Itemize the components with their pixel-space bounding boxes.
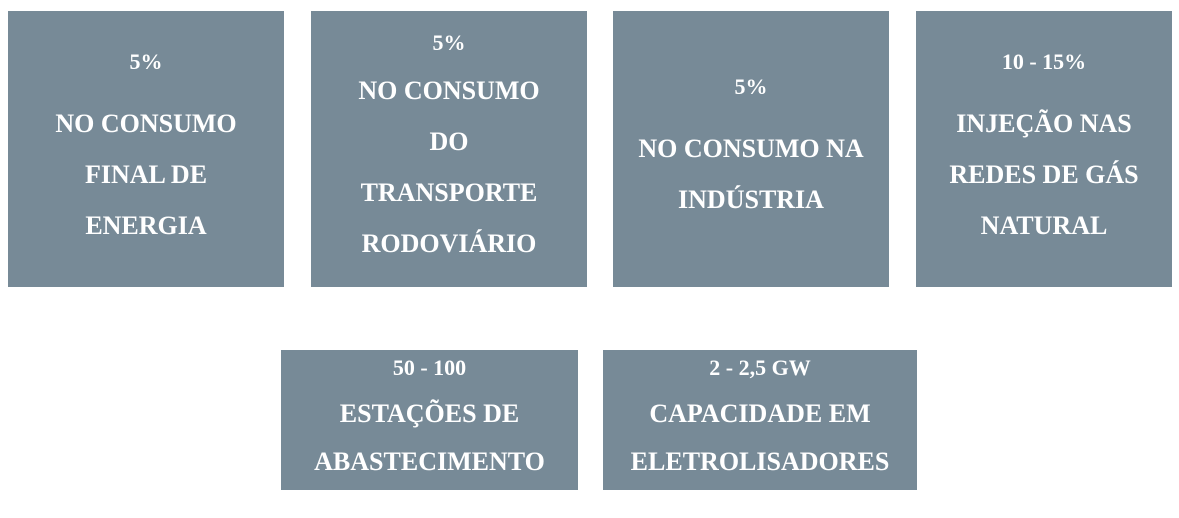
tile-label: INJEÇÃO NAS REDES DE GÁS NATURAL	[949, 108, 1139, 240]
tile: 5% NO CONSUMO NA INDÚSTRIA	[613, 11, 889, 287]
tile-label: NO CONSUMO DO TRANSPORTE RODOVIÁRIO	[358, 76, 540, 258]
tile: 5% NO CONSUMO FINAL DE ENERGIA	[8, 11, 284, 287]
tile: 5% NO CONSUMO DO TRANSPORTE RODOVIÁRIO	[311, 11, 587, 287]
tile: 2 - 2,5 GW CAPACIDADE EM ELETROLISADORES	[603, 350, 917, 490]
tile-label: NO CONSUMO NA INDÚSTRIA	[638, 134, 864, 214]
tile-label: NO CONSUMO FINAL DE ENERGIA	[55, 108, 237, 240]
tile-label: CAPACIDADE EM ELETROLISADORES	[630, 399, 890, 476]
tile: 50 - 100 ESTAÇÕES DE ABASTECIMENTO	[281, 350, 578, 490]
tile-value: 10 - 15%	[1001, 48, 1087, 74]
tile: 10 - 15% INJEÇÃO NAS REDES DE GÁS NATURAL	[916, 11, 1172, 287]
tile-value: 2 - 2,5 GW	[709, 355, 811, 380]
tile-value: 5%	[129, 48, 163, 74]
tile-value: 5%	[734, 74, 768, 99]
tile-value: 5%	[432, 30, 466, 55]
tile-label: ESTAÇÕES DE ABASTECIMENTO	[314, 399, 545, 476]
tile-value: 50 - 100	[392, 355, 467, 380]
